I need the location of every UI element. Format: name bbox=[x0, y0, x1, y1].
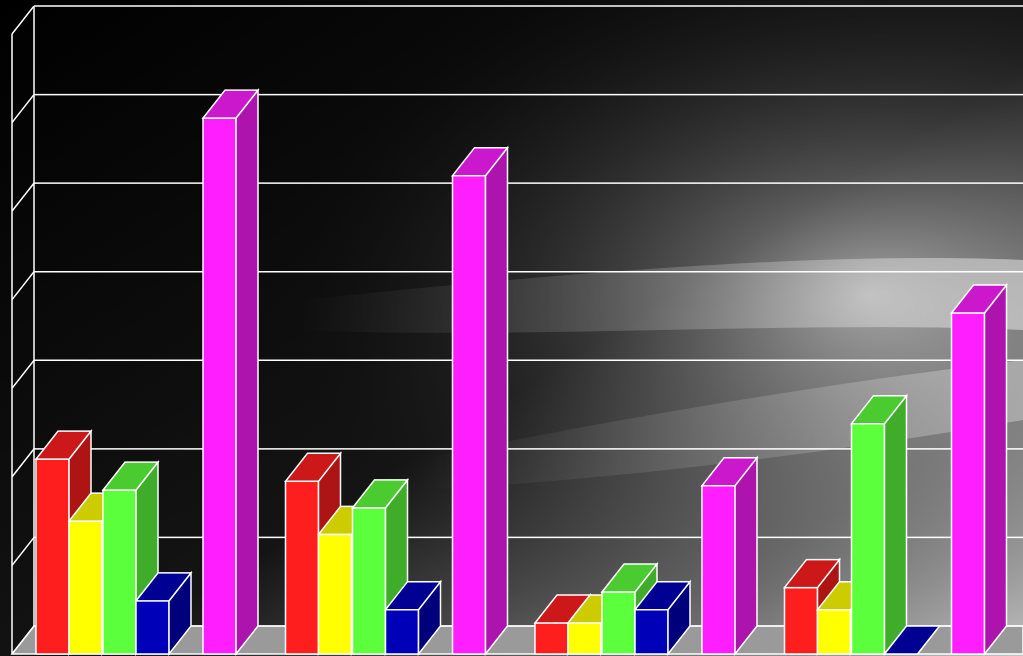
bar-front bbox=[453, 176, 486, 654]
bar-side bbox=[885, 396, 907, 654]
bar-front bbox=[136, 601, 169, 654]
bar-front bbox=[36, 459, 69, 654]
bar-front bbox=[353, 508, 386, 654]
bar-front bbox=[319, 534, 352, 654]
bar-front bbox=[568, 623, 601, 654]
bar-front bbox=[952, 313, 985, 654]
bar-front bbox=[69, 521, 102, 654]
bar-front bbox=[635, 610, 668, 654]
bar-front bbox=[702, 486, 735, 654]
bar-front bbox=[535, 623, 568, 654]
bar-side bbox=[236, 90, 258, 654]
bar bbox=[453, 148, 508, 654]
bar-side bbox=[985, 285, 1007, 654]
bar-front bbox=[785, 588, 818, 654]
bar-front bbox=[386, 610, 419, 654]
bar bbox=[952, 285, 1007, 654]
bar bbox=[702, 458, 757, 654]
bar-front bbox=[818, 610, 851, 654]
bar bbox=[203, 90, 258, 654]
bar-front bbox=[286, 481, 319, 654]
bar-front bbox=[852, 424, 885, 654]
bar bbox=[852, 396, 907, 654]
bar-front bbox=[103, 490, 136, 654]
bar-side bbox=[735, 458, 757, 654]
bar-side bbox=[486, 148, 508, 654]
bar-front bbox=[203, 118, 236, 654]
bar-front bbox=[602, 592, 635, 654]
